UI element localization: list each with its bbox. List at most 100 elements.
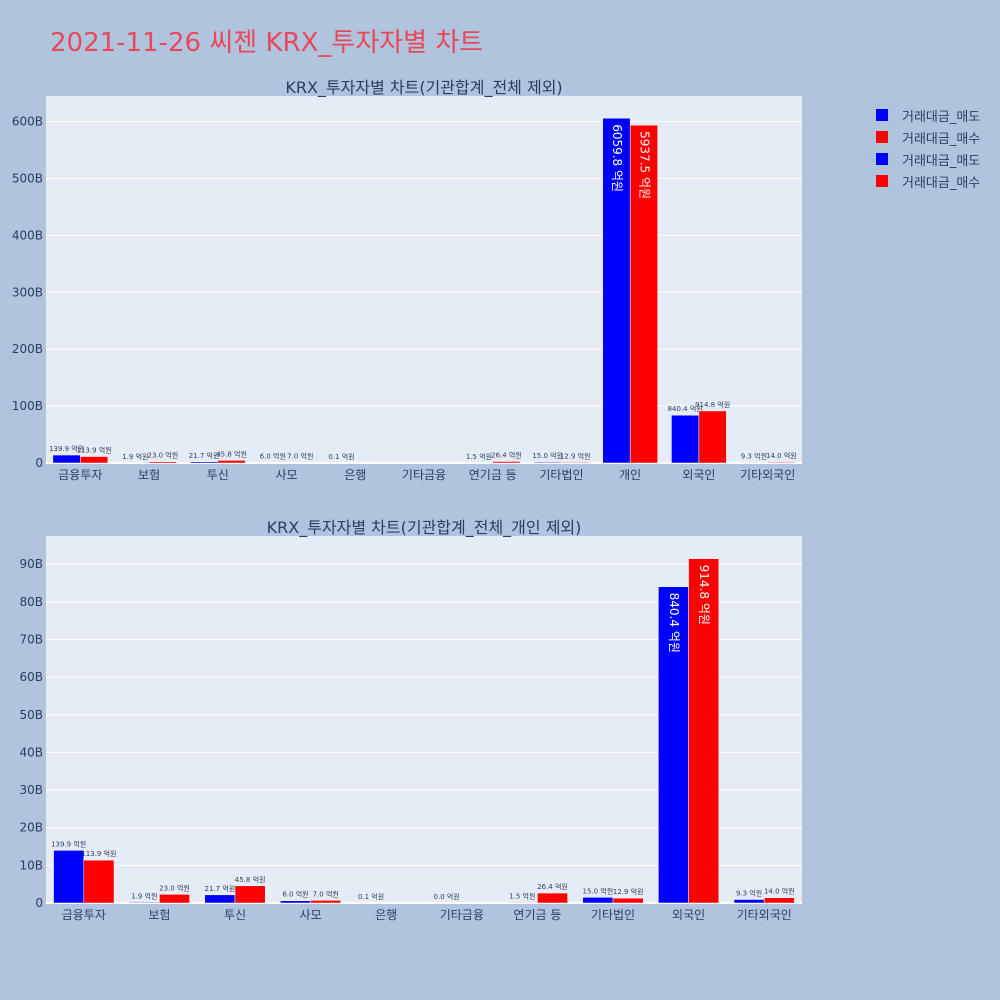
y-tick-label: 600B — [12, 115, 43, 129]
y-tick-label: 0 — [35, 896, 43, 910]
bar-value-label: 113.9 억원 — [81, 849, 116, 858]
bar-value-label: 9.3 억원 — [736, 888, 762, 897]
y-tick-label: 70B — [19, 633, 43, 647]
bar-value-label: 12.9 억원 — [560, 451, 591, 460]
bar-value-label: 1.9 억원 — [122, 452, 148, 461]
bar-value-label: 21.7 억원 — [189, 451, 220, 460]
x-tick-label: 사모 — [300, 908, 322, 922]
y-tick-label: 100B — [12, 399, 43, 413]
x-tick-label: 보험 — [148, 908, 170, 922]
bar-value-label: 23.0 억원 — [147, 451, 178, 460]
x-tick-label: 외국인 — [672, 908, 705, 922]
x-tick-label: 기타법인 — [591, 908, 635, 922]
bar-value-label: 7.0 억원 — [313, 889, 339, 898]
bar-value-label: 5937.5 억원 — [637, 131, 651, 199]
bar-value-label: 14.0 억원 — [764, 887, 795, 896]
bar-sell — [582, 897, 614, 904]
y-tick-label: 80B — [19, 595, 43, 609]
x-tick-label: 금융투자 — [62, 908, 106, 922]
legend-item-buy[interactable]: 거래대금_매수 — [870, 170, 980, 192]
legend-label: 거래대금_매도 — [902, 109, 981, 125]
bar-value-label: 1.9 억원 — [131, 891, 157, 900]
bar-buy — [159, 894, 190, 904]
bar-buy — [698, 410, 727, 464]
bar-value-label: 14.0 억원 — [766, 451, 797, 460]
bar-buy — [767, 461, 796, 464]
bar-sell — [658, 586, 689, 904]
y-tick-label: 30B — [19, 783, 43, 797]
bar-value-label: 139.9 억원 — [49, 444, 84, 453]
bar-sell — [671, 414, 700, 464]
bar-buy — [217, 460, 246, 464]
bar-value-label: 0.1 억원 — [358, 892, 384, 901]
bar-value-label: 6.0 억원 — [282, 890, 308, 899]
bar-sell — [52, 454, 81, 464]
bar-sell — [739, 462, 768, 464]
bar-value-label: 23.0 억원 — [159, 883, 190, 892]
bar-buy — [688, 558, 720, 904]
bar-value-label: 840.4 억원 — [667, 593, 681, 653]
bar-buy — [234, 885, 266, 904]
bar-value-label: 45.8 억원 — [216, 449, 247, 458]
chart-institutions-excluded: KRX_투자자별 차트(기관합계_전체 제외) 0 100B 200B 300B 400B… — [12, 78, 802, 482]
x-tick-label: 기타외국인 — [737, 908, 792, 922]
bar-value-label: 6059.8 억원 — [610, 124, 624, 192]
bar-sell — [733, 899, 765, 904]
bar-sell — [533, 461, 562, 464]
bar-sell — [190, 461, 219, 464]
x-tick-label: 은행 — [375, 907, 397, 922]
y-tick-label: 400B — [12, 228, 43, 242]
bar-buy — [83, 859, 115, 904]
legend-swatch-buy — [876, 175, 888, 187]
y-tick-label: 90B — [19, 557, 43, 571]
legend-item-sell[interactable]: 거래대금_매도 — [870, 104, 980, 126]
bar-value-label: 21.7 억원 — [205, 884, 236, 893]
bar-buy — [80, 456, 109, 464]
bar-sell — [53, 850, 85, 904]
bar-buy — [561, 462, 590, 464]
bar-sell — [128, 902, 160, 904]
bar-value-label: 113.9 억원 — [77, 446, 112, 455]
bar-buy — [537, 892, 568, 904]
plot-area — [46, 96, 802, 463]
legend-item-sell[interactable]: 거래대금_매도 — [870, 148, 980, 170]
bar-value-label: 15.0 억원 — [583, 886, 614, 895]
bar-value-label: 139.9 억원 — [51, 839, 86, 848]
legend[interactable]: 거래대금_매도 거래대금_매수 거래대금_매도 거래대금_매수 — [870, 104, 980, 192]
bar-value-label: 914.8 억원 — [697, 565, 711, 625]
x-tick-label: 기타금융 — [402, 468, 446, 482]
x-tick-label: 기타금융 — [440, 908, 484, 922]
x-tick-label: 개인 — [619, 468, 641, 482]
x-tick-label: 사모 — [275, 468, 297, 482]
chart-title: KRX_투자자별 차트(기관합계_전체 제외) — [285, 78, 562, 98]
bar-buy — [148, 461, 177, 464]
legend-label: 거래대금_매수 — [902, 131, 981, 147]
x-tick-label: 금융투자 — [58, 468, 102, 482]
legend-swatch-sell — [876, 153, 888, 165]
legend-swatch-sell — [876, 109, 888, 121]
page-title: 2021-11-26 씨젠 KRX_투자자별 차트 — [50, 28, 484, 58]
bar-value-label: 15.0 억원 — [532, 451, 563, 460]
chart-institutions-and-individuals-excluded: KRX_투자자별 차트(기관합계_전체_개인 제외) 0 10B 20B 30B 40B 5… — [19, 518, 802, 922]
legend-swatch-buy — [876, 131, 888, 143]
x-tick-label: 외국인 — [682, 468, 715, 482]
x-tick-label: 투신 — [224, 908, 246, 922]
bar-buy — [310, 900, 342, 904]
bar-value-label: 26.4 억원 — [537, 882, 568, 891]
bar-value-label: 1.5 억원 — [466, 452, 492, 461]
y-tick-label: 0 — [35, 456, 43, 470]
bar-value-label: 914.8 억원 — [695, 400, 730, 409]
bar-buy — [629, 124, 658, 464]
chart-title: KRX_투자자별 차트(기관합계_전체_개인 제외) — [267, 518, 582, 538]
bar-value-label: 26.4 억원 — [491, 450, 522, 459]
bar-value-label: 840.4 억원 — [668, 404, 703, 413]
bar-value-label: 12.9 억원 — [613, 887, 644, 896]
y-tick-label: 200B — [12, 342, 43, 356]
x-tick-label: 연기금 등 — [469, 468, 517, 482]
bar-buy — [763, 897, 795, 904]
legend-item-buy[interactable]: 거래대금_매수 — [870, 126, 980, 148]
y-tick-label: 300B — [12, 285, 43, 299]
x-tick-label: 기타법인 — [539, 468, 583, 482]
x-tick-label: 연기금 등 — [513, 908, 561, 922]
legend-label: 거래대금_매도 — [902, 153, 981, 169]
